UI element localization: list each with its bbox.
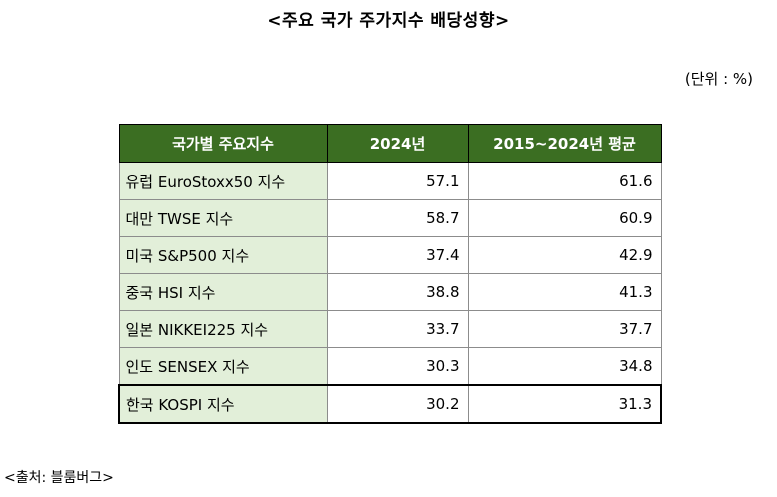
header-index: 국가별 주요지수 (118, 124, 328, 163)
row-index-name: 인도 SENSEX 지수 (118, 347, 328, 385)
row-average-value: 41.3 (467, 273, 662, 311)
table-row: 일본 NIKKEI225 지수 33.7 37.7 (118, 310, 662, 348)
row-2024-value: 37.4 (326, 236, 469, 274)
row-average-value: 60.9 (467, 199, 662, 237)
table-header-row: 국가별 주요지수 2024년 2015~2024년 평균 (118, 124, 662, 163)
row-2024-value: 30.3 (326, 347, 469, 385)
row-index-name: 유럽 EuroStoxx50 지수 (118, 162, 328, 200)
row-average-value: 61.6 (467, 162, 662, 200)
page-title: <주요 국가 주가지수 배당성향> (267, 11, 510, 31)
row-index-name: 한국 KOSPI 지수 (118, 384, 328, 424)
row-2024-value: 33.7 (326, 310, 469, 348)
row-2024-value: 58.7 (326, 199, 469, 237)
header-2024: 2024년 (326, 124, 469, 163)
row-2024-value: 57.1 (326, 162, 469, 200)
row-average-value: 37.7 (467, 310, 662, 348)
header-average: 2015~2024년 평균 (467, 124, 662, 163)
dividend-payout-table: 국가별 주요지수 2024년 2015~2024년 평균 유럽 EuroStox… (118, 124, 662, 424)
table-row: 대만 TWSE 지수 58.7 60.9 (118, 199, 662, 237)
row-index-name: 대만 TWSE 지수 (118, 199, 328, 237)
table-row: 미국 S&P500 지수 37.4 42.9 (118, 236, 662, 274)
row-average-value: 31.3 (467, 384, 662, 424)
row-index-name: 일본 NIKKEI225 지수 (118, 310, 328, 348)
row-index-name: 미국 S&P500 지수 (118, 236, 328, 274)
source-note: <출처: 블룸버그> (4, 470, 114, 486)
table-row: 유럽 EuroStoxx50 지수 57.1 61.6 (118, 162, 662, 200)
row-index-name: 중국 HSI 지수 (118, 273, 328, 311)
row-average-value: 34.8 (467, 347, 662, 385)
table-row: 중국 HSI 지수 38.8 41.3 (118, 273, 662, 311)
row-2024-value: 38.8 (326, 273, 469, 311)
row-average-value: 42.9 (467, 236, 662, 274)
row-2024-value: 30.2 (326, 384, 469, 424)
table-row-highlighted: 한국 KOSPI 지수 30.2 31.3 (118, 384, 662, 424)
table-row: 인도 SENSEX 지수 30.3 34.8 (118, 347, 662, 385)
unit-label: (단위 : %) (684, 70, 753, 88)
